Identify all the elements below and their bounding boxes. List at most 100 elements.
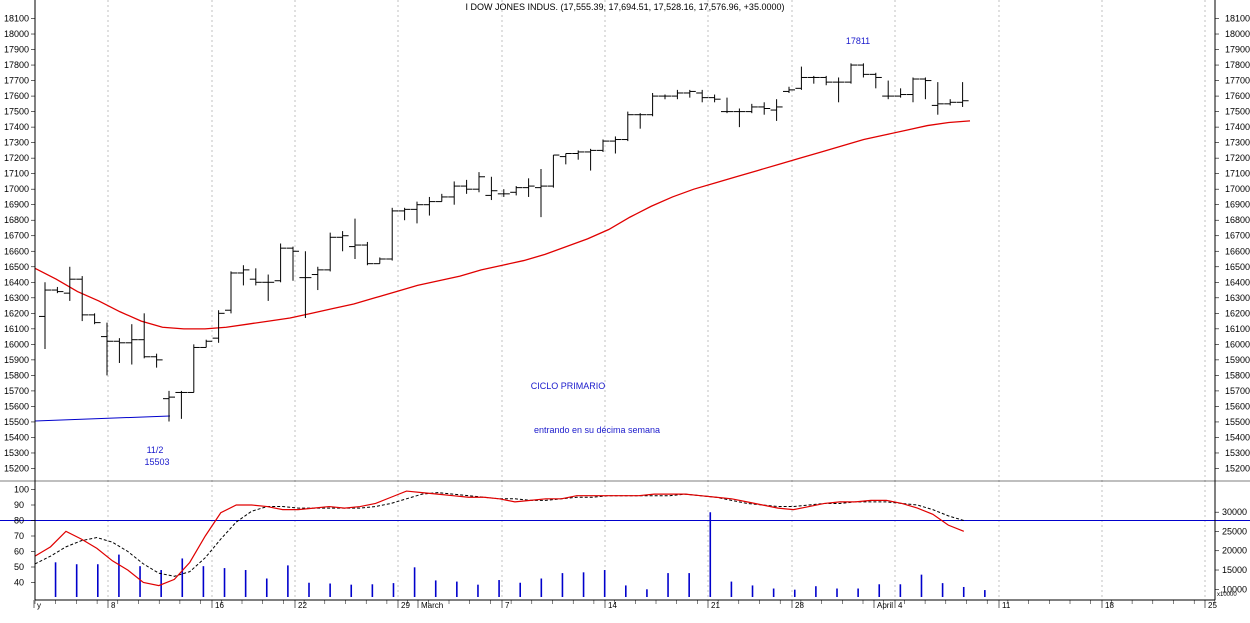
blue-support-line [34,415,171,422]
price-bar [659,94,671,100]
price-bar [200,339,213,348]
price-bar [869,72,882,89]
price-bar [721,97,733,114]
price-bar [832,77,845,103]
price-tick-label-left: 15500 [4,417,29,427]
price-tick-label-right: 18000 [1225,29,1250,39]
price-bar [820,75,833,86]
price-tick-label-left: 17100 [4,169,29,179]
price-bar [373,257,386,265]
x-tick-label: 28 [795,601,804,610]
price-tick-label-right: 17800 [1225,60,1250,70]
price-bar [733,108,746,128]
osc-tick-label: 80 [14,516,24,526]
price-tick-label-right: 17300 [1225,138,1250,148]
x-tick-label: 4 [898,601,903,610]
price-tick-label-right: 17900 [1225,45,1250,55]
peak-annotation: 17811 [846,36,870,46]
price-tick-label-right: 16100 [1225,324,1250,334]
price-tick-label-right: 17000 [1225,184,1250,194]
price-bar [225,271,237,314]
vertical-gridlines [107,0,1206,600]
volume-tick-label: 20000 [1222,546,1247,556]
volume-tick-label: 10000 [1222,584,1247,594]
price-tick-label-left: 15800 [4,370,29,380]
price-bar [956,82,969,107]
price-bar [510,186,523,196]
price-bar [398,207,411,221]
price-bar [212,310,225,343]
x-tick-label: 29 [401,601,410,610]
price-tick-label-right: 15900 [1225,355,1250,365]
price-bar [249,268,262,286]
price-bar [857,63,870,78]
volume-unit-label: x10000 [1217,592,1237,598]
price-tick-label-right: 16600 [1225,246,1250,256]
price-bar [39,282,51,350]
price-tick-label-right: 17700 [1225,76,1250,86]
price-tick-label-right: 15300 [1225,448,1250,458]
price-bar [237,265,250,286]
price-bar [845,63,857,84]
price-bar [274,243,287,283]
price-tick-label-left: 15400 [4,432,29,442]
osc-tick-label: 90 [14,500,24,510]
price-bar [150,353,163,368]
osc-tick-label: 40 [14,578,24,588]
low-date-annotation: 11/2 [147,445,164,455]
price-tick-label-left: 15900 [4,355,29,365]
price-tick-label-left: 17500 [4,107,29,117]
price-bar [894,88,907,98]
price-tick-label-right: 16900 [1225,200,1250,210]
price-bar [361,241,374,266]
price-tick-label-left: 16600 [4,246,29,256]
price-tick-label-right: 15400 [1225,432,1250,442]
price-bar [745,103,758,114]
price-tick-label-right: 17200 [1225,153,1250,163]
price-tick-label-left: 17200 [4,153,29,163]
price-tick-label-right: 15800 [1225,370,1250,380]
oscillator-volume-panel [0,490,1250,597]
price-tick-label-left: 16300 [4,293,29,303]
osc-tick-label: 100 [14,485,29,495]
oscillator-dashed-line [34,492,964,577]
osc-tick-label: 60 [14,547,24,557]
volume-tick-label: 15000 [1222,565,1247,575]
price-bar [634,113,647,129]
price-bar [163,390,175,422]
x-tick-label: April [877,601,893,610]
x-tick-label: 25 [1208,601,1217,610]
price-bar [646,92,659,117]
price-bar [125,324,138,365]
price-tick-label-right: 16400 [1225,277,1250,287]
price-bar [696,89,709,103]
price-tick-label-left: 16000 [4,339,29,349]
price-bar [311,266,324,291]
price-bar [931,82,944,115]
price-bar [76,276,89,322]
price-bar [349,218,361,260]
oscillator-red-line [34,490,965,587]
x-tick-label: March [421,601,443,610]
osc-tick-label: 70 [14,531,24,541]
price-tick-label-right: 15200 [1225,463,1250,473]
price-tick-label-left: 15700 [4,386,29,396]
x-tick-label: 18 [1105,601,1114,610]
price-bar [671,89,684,100]
price-tick-label-left: 16400 [4,277,29,287]
price-bar [63,266,76,301]
price-tick-label-left: 16500 [4,262,29,272]
price-bar [919,77,932,100]
price-tick-label-right: 16000 [1225,339,1250,349]
price-bar [460,179,473,194]
price-bar [324,232,337,272]
price-tick-label-right: 17100 [1225,169,1250,179]
price-tick-label-left: 17700 [4,76,29,86]
price-tick-label-right: 17500 [1225,107,1250,117]
price-bar [795,66,808,90]
price-tick-label-left: 17400 [4,122,29,132]
price-tick-label-left: 18100 [4,14,29,24]
price-bar [423,196,436,216]
price-tick-label-right: 16200 [1225,308,1250,318]
volume-tick-label: 30000 [1222,507,1247,517]
